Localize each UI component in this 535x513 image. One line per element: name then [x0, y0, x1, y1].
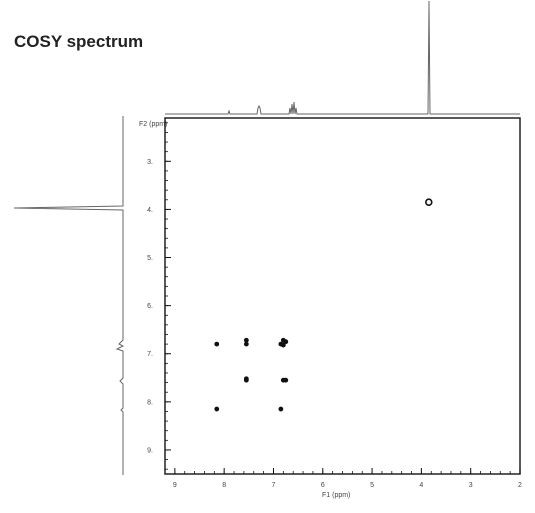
x-tick-label-8: 8: [222, 482, 226, 489]
cross-peaks: [214, 198, 433, 412]
cross-peak: [243, 377, 249, 383]
y-tick-label-4: 4.: [147, 207, 153, 214]
x-tick-label-3: 3: [469, 482, 473, 489]
x-tick-label-7: 7: [272, 482, 276, 489]
y-tick-label-3: 3.: [147, 159, 153, 166]
x-tick-label-9: 9: [173, 482, 177, 489]
y-tick-label-8: 8.: [147, 399, 153, 406]
cross-peak: [214, 406, 220, 412]
f1-projection-spectrum: [13, 116, 125, 475]
cross-peak: [424, 198, 433, 206]
minor-ticks: [165, 122, 521, 474]
f2-projection-spectrum: [165, 0, 520, 115]
cross-peak: [214, 341, 220, 347]
y-tick-label-6: 6.: [147, 303, 153, 310]
y-tick-label-5: 5.: [147, 255, 153, 262]
x-tick-label-5: 5: [370, 482, 374, 489]
y-axis-label: F2 (ppm): [139, 121, 167, 128]
x-tick-label-6: 6: [321, 482, 325, 489]
cross-peak: [283, 377, 289, 383]
cross-peak: [278, 341, 284, 347]
x-axis-ticks: 9 8 7 6 5 4 3 2: [173, 468, 522, 489]
x-tick-label-4: 4: [419, 482, 423, 489]
x-tick-label-2: 2: [518, 482, 522, 489]
cross-peak: [243, 341, 249, 347]
cross-peak: [243, 337, 249, 343]
cross-peak: [283, 339, 289, 345]
x-axis-label: F1 (ppm): [322, 492, 350, 499]
cross-peak: [278, 406, 284, 412]
y-axis-ticks: 3. 4. 5. 6. 7. 8. 9.: [147, 159, 171, 454]
y-tick-label-7: 7.: [147, 351, 153, 358]
plot-frame: [164, 117, 521, 475]
chart-title: COSY spectrum: [14, 32, 144, 51]
y-tick-label-9: 9.: [147, 447, 153, 454]
